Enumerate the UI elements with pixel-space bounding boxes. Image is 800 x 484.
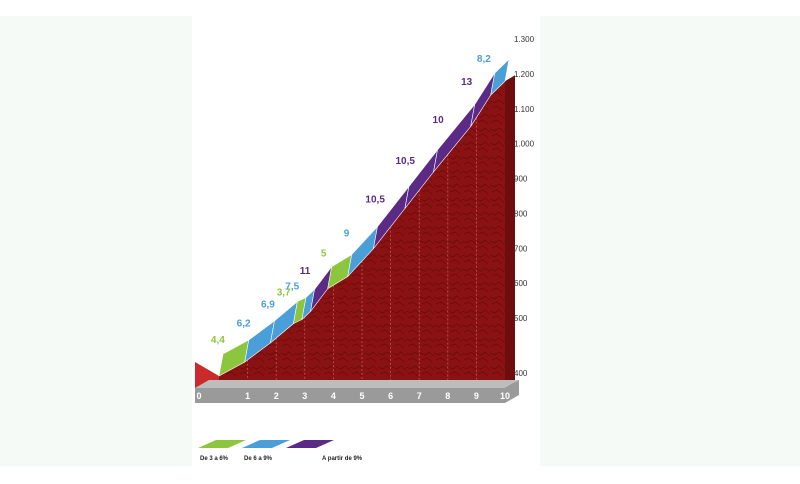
- x-tick-label: 3: [302, 391, 307, 401]
- gradient-label: 11: [300, 266, 311, 277]
- y-tick-label: 1.200: [514, 70, 535, 79]
- x-tick-label: 10: [500, 391, 510, 401]
- y-tick-label: 1.100: [514, 105, 535, 114]
- x-tick-label: 8: [445, 391, 450, 401]
- background-panel-left: [0, 16, 192, 466]
- y-tick-label: 700: [514, 244, 528, 253]
- x-tick-label: 6: [388, 391, 393, 401]
- y-tick-label: 900: [514, 175, 528, 184]
- gradient-label: 5: [321, 249, 327, 260]
- legend-swatch: [242, 440, 290, 448]
- y-tick-label: 500: [514, 314, 528, 323]
- y-tick-label: 600: [514, 279, 528, 288]
- y-tick-label: 400: [514, 369, 528, 378]
- x-tick-label: 7: [417, 391, 422, 401]
- legend-swatch: [198, 440, 246, 448]
- profile-side-wall: [505, 75, 515, 388]
- x-tick-label: 4: [331, 391, 336, 401]
- base-bar: [195, 380, 519, 403]
- background-panel-right: [540, 16, 800, 466]
- gradient-label: 4,4: [211, 335, 225, 346]
- gradient-label: 10,5: [395, 156, 415, 167]
- gradient-segment: [490, 58, 510, 97]
- gradient-label: 13: [461, 77, 473, 88]
- gradient-label: 10: [433, 115, 445, 126]
- y-tick-label: 1.000: [514, 140, 535, 149]
- gradient-label: 10,5: [365, 195, 385, 206]
- y-tick-label: 800: [514, 209, 528, 218]
- legend-label: A partir de 9%: [322, 456, 363, 462]
- x-tick-label: 0: [196, 391, 201, 401]
- gradient-label: 9: [344, 229, 350, 240]
- gradient-label: 6,2: [237, 318, 251, 329]
- profile-area: [219, 81, 505, 388]
- gradient-label: 6,9: [261, 299, 275, 310]
- legend-swatch: [286, 440, 334, 448]
- x-tick-label: 9: [474, 391, 479, 401]
- x-tick-label: 1: [245, 391, 250, 401]
- legend-label: De 3 a 6%: [200, 456, 229, 462]
- base-bar-top: [195, 380, 519, 388]
- gradient-label: 3,7: [277, 288, 291, 299]
- x-tick-label: 2: [274, 391, 279, 401]
- legend-label: De 6 a 9%: [244, 456, 273, 462]
- x-tick-label: 5: [359, 391, 364, 401]
- gradient-label: 8,2: [477, 54, 491, 65]
- gradient-label: 7,5: [285, 281, 299, 292]
- y-tick-label: 1.300: [514, 35, 535, 44]
